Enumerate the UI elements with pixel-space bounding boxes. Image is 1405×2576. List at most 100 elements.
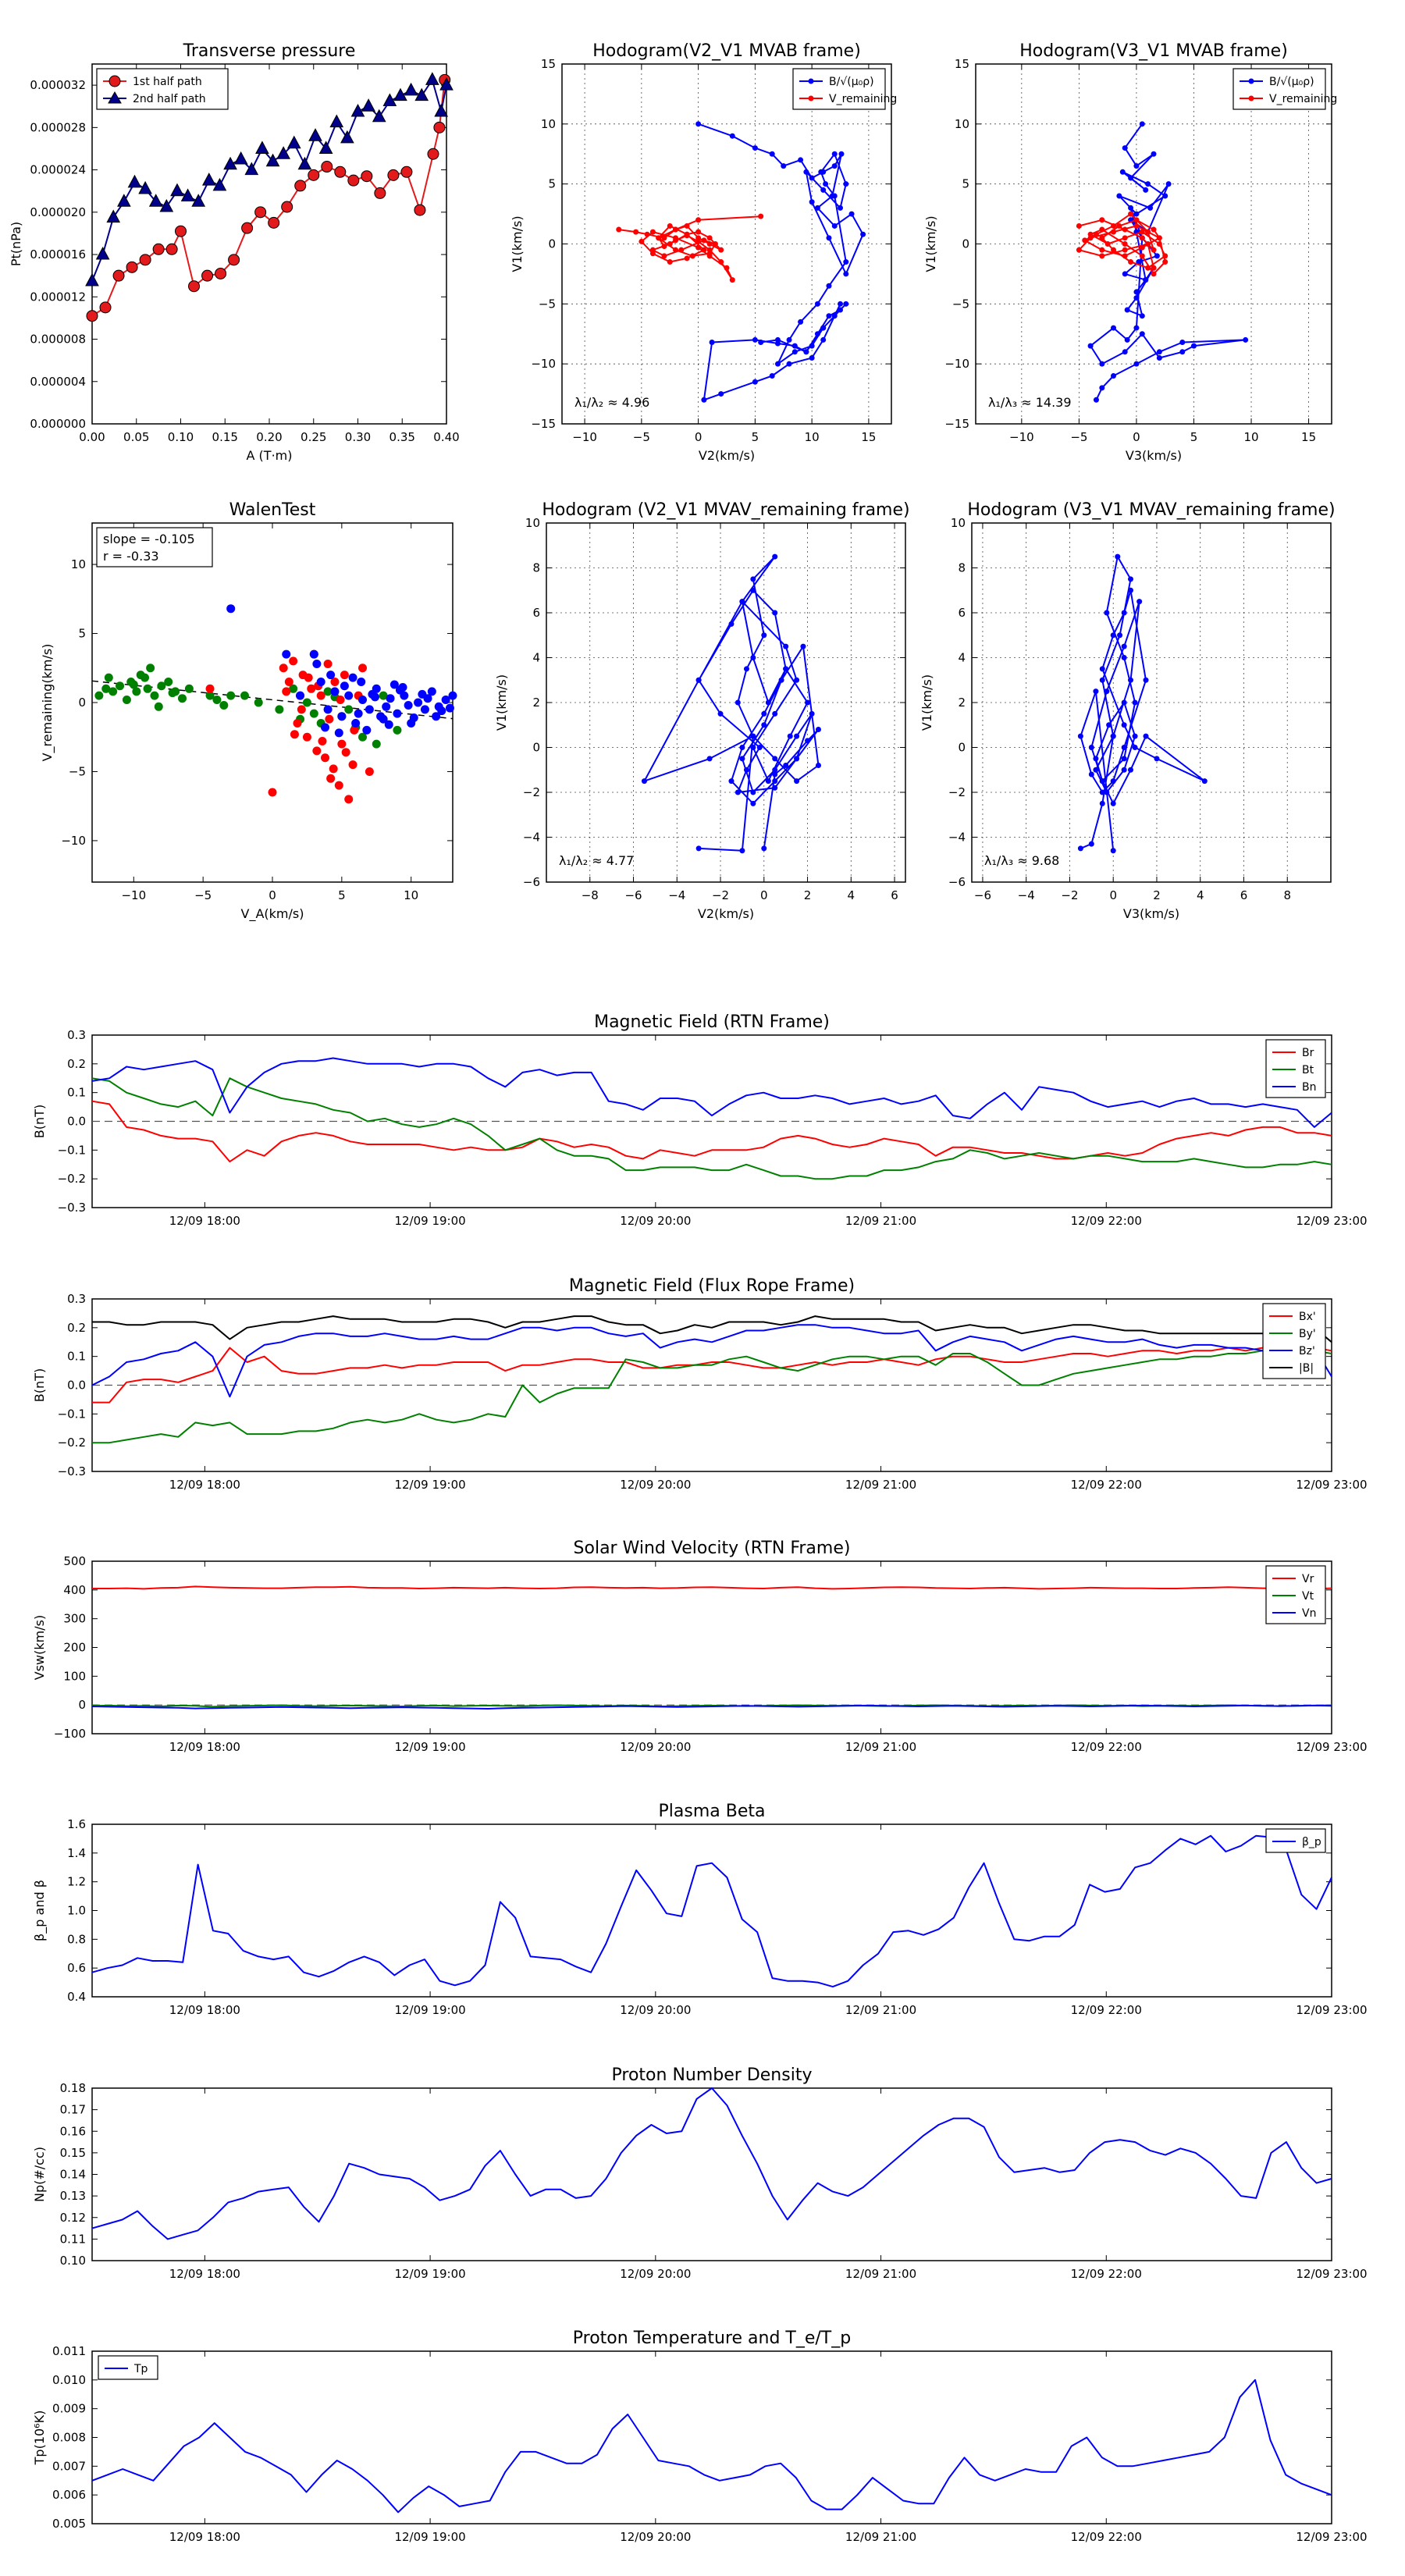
x-tick-label: −10: [1009, 430, 1034, 444]
y-tick-label: −2: [948, 785, 966, 799]
data-point: [739, 848, 745, 854]
x-tick-label: 12/09 21:00: [845, 2267, 916, 2281]
data-point: [265, 153, 280, 167]
chart-time-series: 12/09 18:00 12/09 19:00 12/09 20:00 12/09 2…: [32, 2065, 1368, 2281]
data-point: [1154, 756, 1160, 762]
data-point: [126, 261, 138, 273]
data-point: [148, 194, 163, 207]
chart-title: Hodogram(V3_V1 MVAB frame): [1019, 41, 1288, 61]
legend-marker: [808, 78, 814, 84]
legend-label: By': [1299, 1328, 1316, 1340]
y-tick-label: 1.2: [67, 1875, 86, 1889]
x-tick-label: 12/09 19:00: [394, 2530, 465, 2544]
data-point: [1143, 187, 1149, 193]
legend-label: Br: [1302, 1047, 1314, 1059]
data-point: [809, 175, 815, 181]
data-point: [1116, 222, 1122, 229]
legend-label: B/√(μ₀ρ): [1269, 76, 1314, 88]
data-point: [1151, 151, 1157, 157]
data-point: [750, 789, 756, 795]
data-point: [843, 259, 849, 265]
data-point: [344, 705, 354, 714]
y-tick-label: 1.0: [67, 1904, 86, 1918]
data-point: [761, 845, 767, 852]
data-point: [772, 785, 778, 791]
series-line: [91, 1077, 1332, 1180]
legend-label: 1st half path: [133, 76, 202, 88]
data-point: [337, 739, 347, 749]
chart-title: Plasma Beta: [659, 1802, 766, 1821]
data-point: [233, 151, 248, 165]
data-point: [1077, 845, 1083, 852]
data-point: [831, 163, 838, 169]
y-tick-label: −10: [61, 834, 86, 848]
data-point: [1133, 211, 1140, 217]
data-point: [815, 763, 821, 768]
data-point: [739, 756, 745, 762]
data-point: [393, 725, 402, 735]
y-tick-label: 5: [548, 177, 556, 191]
x-axis-label: V3(km/s): [1126, 448, 1182, 463]
data-point: [420, 705, 429, 714]
chart-title: Transverse pressure: [183, 41, 356, 61]
x-tick-label: 8: [1283, 888, 1291, 902]
legend-label: Bz': [1299, 1345, 1315, 1357]
x-tick-label: 5: [752, 430, 759, 444]
data-point: [1133, 217, 1140, 223]
data-point: [414, 698, 423, 707]
y-tick-label: 0.000012: [30, 290, 86, 304]
data-point: [1132, 699, 1138, 706]
data-point: [1128, 175, 1134, 181]
data-point: [667, 241, 673, 247]
data-point: [122, 695, 131, 704]
data-point: [1122, 226, 1128, 233]
data-point: [382, 702, 391, 711]
data-point: [750, 733, 756, 739]
data-point: [709, 340, 715, 346]
x-axis-label: A (T·m): [247, 448, 293, 463]
data-point: [101, 684, 111, 693]
data-point: [325, 714, 334, 724]
data-point: [1099, 226, 1105, 233]
data-point: [701, 247, 707, 253]
data-point: [139, 254, 151, 266]
data-point: [814, 205, 820, 211]
series-line: [91, 1057, 1332, 1128]
data-point: [418, 689, 427, 699]
y-tick-label: −2: [523, 785, 540, 799]
data-point: [374, 187, 386, 199]
data-point: [127, 174, 142, 188]
data-point: [358, 695, 367, 704]
data-point: [706, 241, 713, 247]
y-tick-label: 100: [63, 1669, 86, 1683]
data-point: [1099, 247, 1105, 253]
data-point: [1099, 677, 1105, 683]
data-point: [152, 243, 165, 255]
data-point: [168, 688, 177, 698]
data-point: [820, 336, 827, 343]
data-point: [1162, 259, 1168, 265]
data-point: [1110, 800, 1116, 806]
data-point: [1076, 247, 1082, 253]
data-point: [441, 695, 450, 704]
data-point: [820, 325, 827, 331]
y-tick-label: 4: [958, 651, 966, 665]
data-point: [1111, 229, 1117, 235]
data-point: [427, 687, 436, 696]
legend-marker: [108, 91, 122, 104]
data-point: [439, 77, 454, 91]
data-point: [188, 280, 201, 293]
legend-label: Bx': [1299, 1311, 1316, 1323]
data-point: [318, 737, 327, 746]
data-point: [772, 756, 778, 762]
x-tick-label: 12/09 18:00: [169, 2267, 240, 2281]
y-tick-label: 0.13: [60, 2189, 86, 2203]
data-point: [772, 710, 778, 717]
y-tick-label: −0.3: [58, 1464, 86, 1478]
y-tick-label: 0.1: [67, 1350, 86, 1364]
x-tick-label: 12/09 22:00: [1071, 1478, 1142, 1492]
x-tick-label: 12/09 20:00: [620, 1214, 691, 1228]
y-tick-label: 10: [71, 557, 86, 571]
y-axis-label: B(nT): [32, 1105, 47, 1138]
data-point: [743, 767, 749, 773]
